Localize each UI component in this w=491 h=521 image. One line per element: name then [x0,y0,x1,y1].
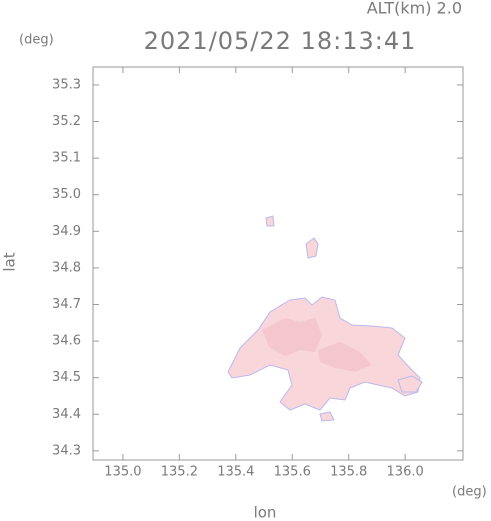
x-axis-label: lon [254,504,277,521]
y-unit: (deg) [19,33,54,48]
echo-area [227,215,423,422]
x-tick-label: 135.6 [274,465,311,480]
y-tick-label: 34.8 [52,260,81,275]
y-tick-label: 34.6 [52,334,81,349]
echo-region [265,215,275,227]
echo-core [318,342,372,372]
y-tick-label: 34.3 [52,443,81,458]
echo-region [397,375,423,393]
x-tick-label: 135.2 [161,465,198,480]
echo-core [262,318,322,356]
x-tick-label: 135.8 [330,465,367,480]
y-tick-label: 34.5 [52,370,81,385]
x-tick-label: 136.0 [387,465,424,480]
y-tick-label: 35.3 [52,77,81,92]
x-unit: (deg) [452,485,487,500]
chart-title: 2021/05/22 18:13:41 [144,27,417,55]
echo-region [305,237,319,259]
y-axis-label: lat [1,252,19,271]
y-tick-label: 35.2 [52,114,81,129]
plot-frame [92,66,464,461]
y-tick-label: 34.4 [52,407,81,422]
y-tick-label: 34.9 [52,224,81,239]
echo-region [319,411,335,422]
y-tick-label: 35.0 [52,187,81,202]
x-tick-label: 135.4 [217,465,254,480]
y-tick-label: 35.1 [52,151,81,166]
y-tick-label: 34.7 [52,297,81,312]
x-tick-label: 135.0 [104,465,141,480]
altitude-label: ALT(km) 2.0 [367,0,462,18]
